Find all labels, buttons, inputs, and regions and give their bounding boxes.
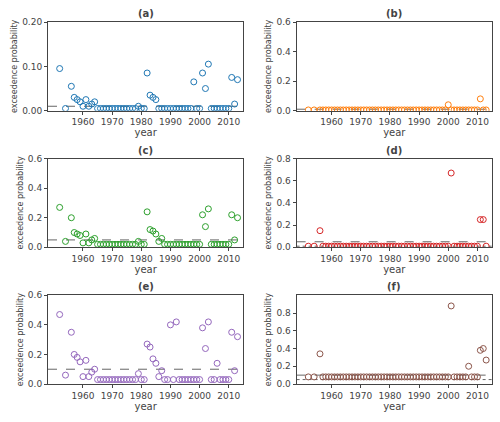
svg-text:0.4: 0.4 [277, 198, 292, 208]
svg-text:1980: 1980 [378, 254, 401, 264]
svg-text:0.4: 0.4 [28, 183, 43, 193]
svg-text:1990: 1990 [408, 117, 431, 127]
svg-text:exceedence probability: exceedence probability [16, 156, 25, 250]
svg-text:year: year [135, 264, 158, 275]
svg-text:1960: 1960 [72, 117, 95, 127]
svg-text:0.6: 0.6 [277, 17, 292, 27]
svg-text:0.00: 0.00 [22, 106, 42, 116]
svg-text:0.2: 0.2 [277, 361, 291, 371]
svg-text:2000: 2000 [437, 117, 460, 127]
svg-text:1990: 1990 [408, 391, 431, 401]
svg-text:0.6: 0.6 [277, 176, 292, 186]
svg-text:1960: 1960 [320, 117, 343, 127]
svg-text:0.4: 0.4 [277, 344, 292, 354]
svg-text:1970: 1970 [101, 254, 124, 264]
svg-text:1980: 1980 [378, 117, 401, 127]
svg-text:0.8: 0.8 [277, 308, 292, 318]
svg-text:1970: 1970 [349, 254, 372, 264]
svg-text:2010: 2010 [466, 254, 489, 264]
svg-text:exceedence probability: exceedence probability [264, 156, 273, 250]
svg-text:1980: 1980 [378, 391, 401, 401]
svg-text:2010: 2010 [466, 117, 489, 127]
svg-text:1970: 1970 [101, 391, 124, 401]
svg-text:year: year [135, 401, 158, 412]
svg-text:0.0: 0.0 [277, 379, 292, 389]
svg-text:2010: 2010 [217, 391, 240, 401]
svg-text:0.0: 0.0 [277, 106, 292, 116]
svg-text:2010: 2010 [217, 254, 240, 264]
svg-text:0.2: 0.2 [277, 220, 291, 230]
svg-text:year: year [135, 127, 158, 138]
svg-text:1990: 1990 [408, 254, 431, 264]
svg-text:1970: 1970 [101, 117, 124, 127]
svg-text:0.0: 0.0 [28, 242, 43, 252]
svg-text:1960: 1960 [320, 391, 343, 401]
svg-text:(a): (a) [138, 8, 154, 19]
svg-text:(e): (e) [138, 281, 154, 292]
svg-text:1980: 1980 [130, 391, 153, 401]
svg-text:1970: 1970 [349, 391, 372, 401]
svg-text:1990: 1990 [159, 391, 182, 401]
svg-text:year: year [383, 401, 406, 412]
svg-text:0.6: 0.6 [28, 290, 43, 300]
svg-text:1980: 1980 [130, 117, 153, 127]
svg-text:0.2: 0.2 [277, 76, 291, 86]
svg-text:0.4: 0.4 [277, 47, 292, 57]
svg-text:(f): (f) [387, 281, 401, 292]
svg-text:1960: 1960 [72, 254, 95, 264]
svg-text:1990: 1990 [159, 117, 182, 127]
svg-text:exceedence probability: exceedence probability [16, 293, 25, 387]
svg-text:year: year [383, 264, 406, 275]
svg-text:year: year [383, 127, 406, 138]
svg-text:1960: 1960 [72, 391, 95, 401]
svg-text:0.0: 0.0 [277, 242, 292, 252]
svg-text:0.6: 0.6 [28, 154, 43, 164]
svg-text:0.8: 0.8 [277, 154, 292, 164]
svg-text:1970: 1970 [349, 117, 372, 127]
svg-text:0.20: 0.20 [22, 17, 42, 27]
svg-text:0.10: 0.10 [22, 62, 42, 72]
svg-text:0.2: 0.2 [28, 213, 42, 223]
svg-text:0.6: 0.6 [277, 326, 292, 336]
svg-text:0.2: 0.2 [28, 350, 42, 360]
svg-text:0.4: 0.4 [28, 320, 43, 330]
svg-text:exceedence probability: exceedence probability [264, 293, 273, 387]
svg-text:2000: 2000 [188, 391, 211, 401]
svg-text:(c): (c) [138, 145, 153, 156]
svg-text:2000: 2000 [437, 254, 460, 264]
svg-text:1980: 1980 [130, 254, 153, 264]
svg-text:2010: 2010 [466, 391, 489, 401]
svg-text:2000: 2000 [437, 391, 460, 401]
svg-text:1960: 1960 [320, 254, 343, 264]
svg-text:0.0: 0.0 [28, 379, 43, 389]
svg-text:(b): (b) [386, 8, 402, 19]
svg-text:exceedence probability: exceedence probability [264, 19, 273, 113]
svg-text:2000: 2000 [188, 117, 211, 127]
svg-text:2000: 2000 [188, 254, 211, 264]
svg-text:(d): (d) [386, 145, 402, 156]
svg-text:2010: 2010 [217, 117, 240, 127]
svg-text:exceedence probability: exceedence probability [10, 19, 19, 113]
svg-text:1990: 1990 [159, 254, 182, 264]
